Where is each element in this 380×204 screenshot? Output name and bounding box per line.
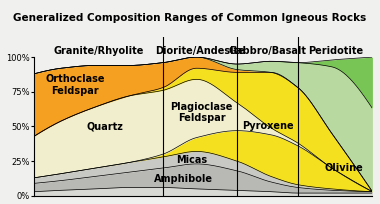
Text: Micas: Micas (176, 155, 207, 165)
Text: Orthoclase
Feldspar: Orthoclase Feldspar (45, 74, 104, 96)
Text: Granite/Rhyolite: Granite/Rhyolite (53, 46, 144, 56)
Text: Amphibole: Amphibole (154, 174, 212, 184)
Text: Pyroxene: Pyroxene (242, 121, 293, 132)
Text: Peridotite: Peridotite (308, 46, 363, 56)
Text: Diorite/Andesite: Diorite/Andesite (155, 46, 245, 56)
Text: Plagioclase
Feldspar: Plagioclase Feldspar (170, 102, 233, 123)
Text: Olivine: Olivine (324, 163, 363, 173)
Text: Quartz: Quartz (87, 121, 124, 132)
Text: Generalized Composition Ranges of Common Igneous Rocks: Generalized Composition Ranges of Common… (13, 13, 367, 23)
Text: Gabbro/Basalt: Gabbro/Basalt (228, 46, 307, 56)
